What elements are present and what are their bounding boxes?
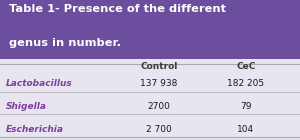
Text: 137 938: 137 938 (140, 79, 178, 88)
Text: 182 205: 182 205 (227, 79, 265, 88)
Text: 2700: 2700 (148, 102, 170, 111)
Text: 104: 104 (237, 125, 255, 134)
Text: Lactobacillus: Lactobacillus (6, 79, 73, 88)
Text: 79: 79 (240, 102, 252, 111)
Text: Shigella: Shigella (6, 102, 47, 111)
Text: Control: Control (140, 62, 178, 71)
Text: genus in number.: genus in number. (9, 38, 121, 48)
Text: CeC: CeC (236, 62, 256, 71)
Text: 2 700: 2 700 (146, 125, 172, 134)
FancyBboxPatch shape (0, 0, 300, 59)
Text: Escherichia: Escherichia (6, 125, 64, 134)
Text: Table 1- Presence of the different: Table 1- Presence of the different (9, 4, 226, 14)
